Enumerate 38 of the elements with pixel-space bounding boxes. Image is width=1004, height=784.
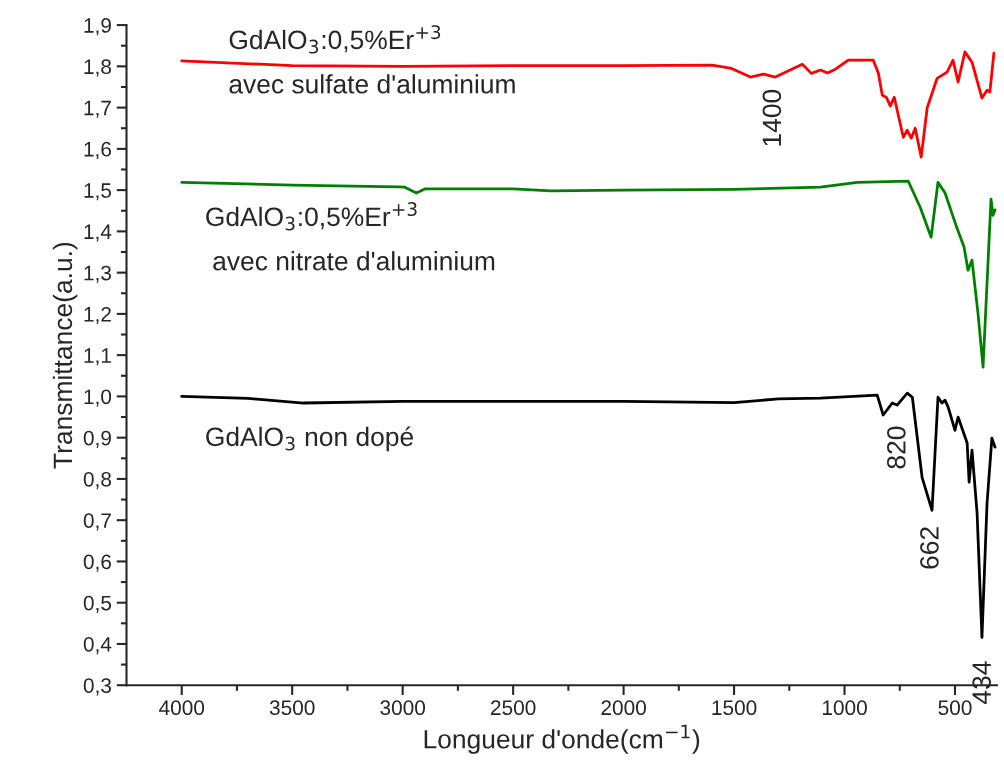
y-tick-label: 0,4 [83, 636, 112, 655]
x-tick-label: 1000 [822, 700, 867, 716]
x-tick-label: 1500 [712, 700, 757, 716]
annotation: 662 [920, 527, 939, 569]
y-tick-label: 1,0 [84, 389, 112, 407]
annotation: avec sulfate d'aluminium [229, 74, 515, 94]
y-tick-label: 1,1 [84, 348, 111, 366]
y-tick-label: 1,5 [84, 183, 112, 201]
y-tick-label: 1,2 [84, 306, 111, 325]
annotation: 820 [887, 426, 906, 469]
x-tick-label: 3000 [380, 700, 426, 716]
y-tick-label: 1,4 [84, 224, 112, 242]
x-tick-label: 2500 [491, 700, 536, 716]
y-tick-label: 1,9 [84, 18, 111, 36]
y-tick-label: 0,5 [83, 595, 112, 613]
y-tick-label: 1,8 [84, 59, 112, 77]
y-tick-label: 1,6 [84, 141, 112, 160]
y-tick-label: 1,3 [84, 265, 112, 283]
y-tick-label: 0,3 [83, 678, 112, 696]
y-tick-label: 0,7 [83, 513, 111, 531]
y-tick-label: 1,7 [84, 100, 111, 118]
annotation: avec nitrate d'aluminium [213, 251, 495, 271]
annotation: 434 [972, 661, 991, 704]
x-tick-label: 4000 [159, 700, 205, 716]
y-tick-label: 0,8 [83, 471, 112, 490]
annotation: GdAlO$_{3}$:0,5%Er$^{+3}$ [206, 202, 417, 231]
x-tick-label: 2000 [601, 700, 646, 716]
annotation: 1400 [762, 89, 782, 146]
y-axis-title: Transmittance(a.u.) [52, 242, 78, 469]
y-tick-label: 0,9 [83, 430, 111, 448]
y-tick-label: 0,6 [83, 554, 112, 572]
x-tick-label: 3500 [269, 700, 315, 716]
x-axis-title: Longueur d'onde(cm$^{−1}$) [424, 724, 700, 754]
annotation: GdAlO$_{3}$ non dopé [206, 426, 413, 452]
x-tick-label: 500 [938, 700, 972, 716]
line-series [180, 179, 997, 369]
line-series [180, 391, 997, 639]
annotation: GdAlO$_{3}$:0,5%Er$^{+3}$ [229, 25, 441, 54]
